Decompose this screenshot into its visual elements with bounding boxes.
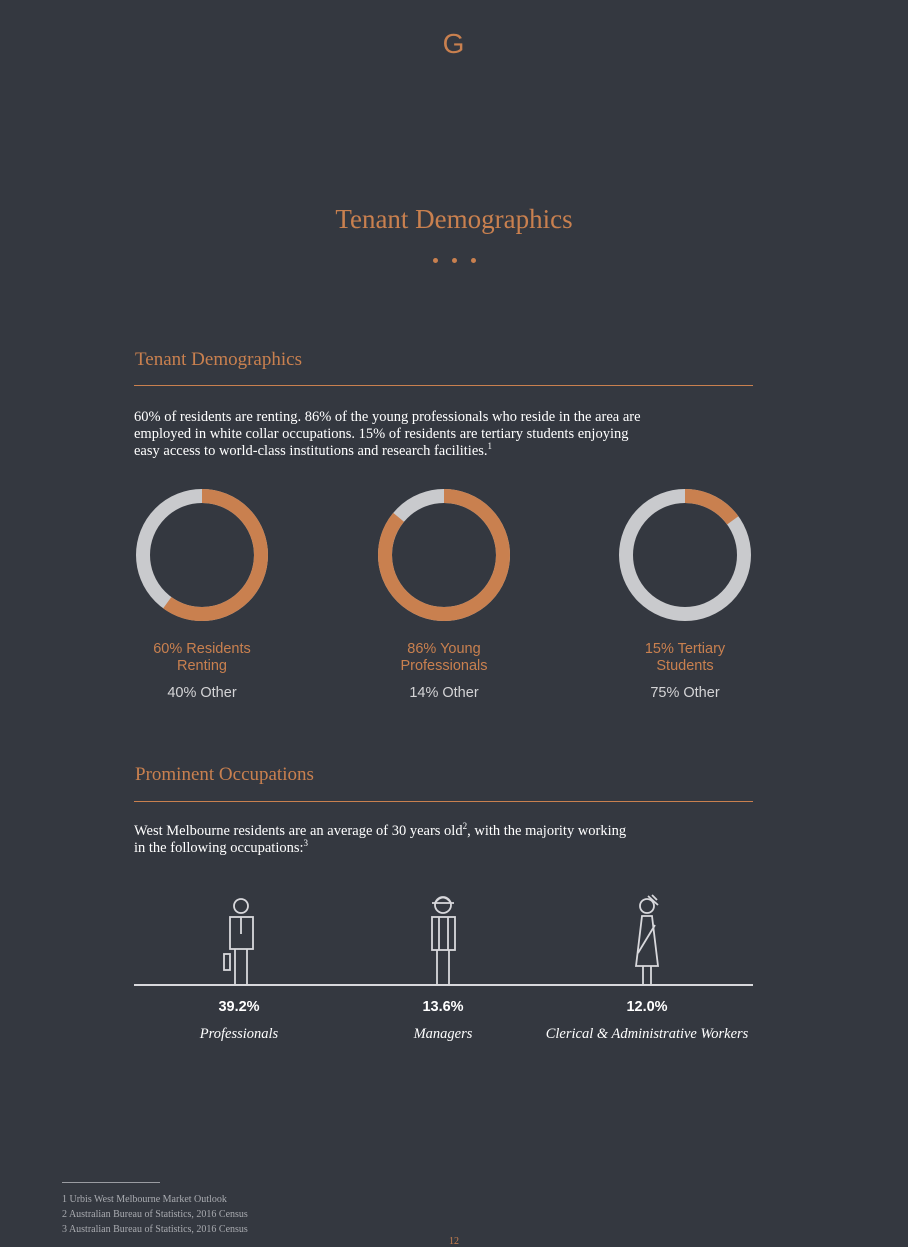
donut-chart-residents-renting: [136, 489, 268, 621]
occupation-name-clerical: Clerical & Administrative Workers: [545, 1026, 749, 1042]
professional-figure-icon: [223, 898, 254, 984]
footnote-2: 2 Australian Bureau of Statistics, 2016 …: [62, 1209, 248, 1220]
occupation-name-managers: Managers: [413, 1026, 473, 1042]
occupation-pct-professionals: 39.2%: [218, 999, 260, 1015]
manager-figure-icon: [431, 896, 456, 984]
donut-value-arc: [619, 489, 751, 621]
logo-g: G: [442, 28, 466, 59]
section-title-prominent-occupations: Prominent Occupations: [135, 764, 314, 785]
footnote-1: 1 Urbis West Melbourne Market Outlook: [62, 1194, 227, 1205]
section-divider: [134, 801, 753, 802]
page-title: Tenant Demographics: [335, 204, 573, 234]
section-title-tenant-demographics: Tenant Demographics: [135, 349, 302, 370]
footnote-3: 3 Australian Bureau of Statistics, 2016 …: [62, 1224, 248, 1235]
donut-value-arc: [136, 489, 268, 621]
donut-chart-tertiary-students: [619, 489, 751, 621]
page-number: 12: [449, 1236, 459, 1247]
donut-label-tertiary-students: 15% Tertiary Students: [644, 641, 726, 674]
occupation-pct-clerical: 12.0%: [626, 999, 668, 1015]
donut-other-professionals: 14% Other: [409, 685, 479, 701]
section-divider: [134, 385, 753, 386]
occupation-name-professionals: Professionals: [199, 1026, 279, 1042]
occupations-paragraph: West Melbourne residents are an average …: [134, 821, 627, 856]
footnote-divider: [62, 1182, 160, 1183]
occupation-pct-managers: 13.6%: [422, 999, 464, 1015]
donut-label-residents-renting: 60% Residents Renting: [153, 641, 251, 674]
clerical-figure-icon: [634, 894, 660, 984]
donut-label-young-professionals: 86% Young Professionals: [400, 641, 488, 674]
title-dots-divider: [0, 258, 908, 263]
tenant-paragraph: 60% of residents are renting. 86% of the…: [134, 409, 641, 459]
donut-other-students: 75% Other: [650, 685, 720, 701]
occupations-baseline: [134, 984, 753, 986]
donut-value-arc: [378, 489, 510, 621]
donut-other-residents: 40% Other: [167, 685, 237, 701]
donut-chart-young-professionals: [378, 489, 510, 621]
